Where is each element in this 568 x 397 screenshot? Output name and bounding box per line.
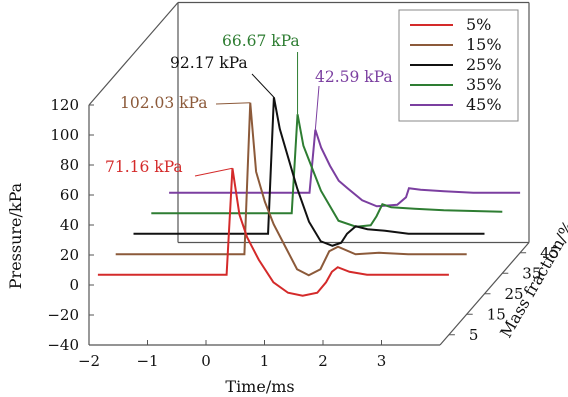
z-tick-label: 5 xyxy=(469,326,479,344)
series-line-25pct xyxy=(133,97,485,247)
series-line-15pct xyxy=(115,102,467,277)
z-tick-label: 45 xyxy=(540,244,559,262)
x-axis-title: Time/ms xyxy=(225,377,294,396)
z-tick-label: 25 xyxy=(505,285,524,303)
peak-leader-line xyxy=(251,73,275,98)
x-tick-label: −1 xyxy=(136,352,158,370)
y-tick-label: 80 xyxy=(60,156,79,174)
z-tick-label: 35 xyxy=(522,264,541,282)
legend-entry: 35% xyxy=(466,75,502,94)
y-tick-label: −40 xyxy=(47,336,79,354)
frame-edge xyxy=(88,2,179,106)
y-tick-label: 120 xyxy=(50,96,79,114)
peak-label: 102.03 kPa xyxy=(120,94,208,112)
y-tick-label: 60 xyxy=(60,186,79,204)
x-tick-label: 2 xyxy=(318,352,328,370)
legend-entry: 15% xyxy=(466,35,502,54)
peak-leader-line xyxy=(215,102,251,105)
peak-label: 71.16 kPa xyxy=(105,158,183,176)
x-tick-label: −2 xyxy=(78,352,100,370)
legend: 5%15%25%35%45% xyxy=(398,9,519,122)
x-tick-label: 1 xyxy=(260,352,270,370)
y-tick-label: 0 xyxy=(69,276,79,294)
peak-label: 42.59 kPa xyxy=(315,68,393,86)
z-axis-title: Mass fraction/% xyxy=(496,218,568,341)
annotation-layer: 71.16 kPa 102.03 kPa 92.17 kPa 66.67 kPa 42.… xyxy=(105,32,393,177)
legend-entry: 5% xyxy=(466,15,491,34)
series-line-45pct xyxy=(169,129,521,208)
peak-leader-line xyxy=(194,167,233,177)
series-line-35pct xyxy=(151,114,503,228)
z-tick-label: 15 xyxy=(487,305,506,323)
y-axis-title: Pressure/kPa xyxy=(6,182,25,289)
series-layer xyxy=(97,97,521,297)
x-tick-label: 3 xyxy=(377,352,387,370)
y-tick-label: 40 xyxy=(60,216,79,234)
y-tick-label: 20 xyxy=(60,246,79,264)
peak-label: 92.17 kPa xyxy=(170,54,248,72)
x-tick-label: 0 xyxy=(201,352,211,370)
legend-entry: 25% xyxy=(466,55,502,74)
y-tick-label: −20 xyxy=(47,306,79,324)
peak-label: 66.67 kPa xyxy=(222,32,300,50)
ticks-layer: −2 −1 0 1 2 3 −40 −20 0 20 40 60 80 100 120 5 15 25 35 45 xyxy=(47,96,559,370)
peak-leader-line xyxy=(314,85,320,130)
series-line-5pct xyxy=(97,168,449,297)
y-tick-label: 100 xyxy=(50,126,79,144)
legend-entry: 45% xyxy=(466,95,502,114)
